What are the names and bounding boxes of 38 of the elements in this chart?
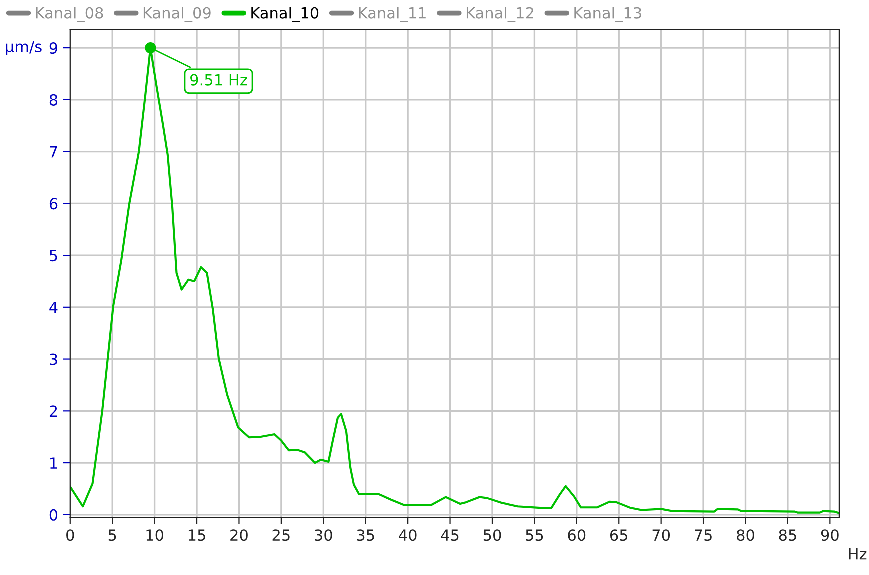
x-tick-label: 60	[568, 530, 586, 542]
x-tick-label: 40	[399, 530, 417, 542]
y-tick-label: 9	[50, 42, 58, 54]
y-tick-label: 8	[50, 94, 58, 106]
x-tick-label: 90	[821, 530, 839, 542]
legend-label: Kanal_08	[36, 7, 104, 22]
legend-label: Kanal_10	[252, 7, 319, 22]
x-tick-label: 75	[695, 530, 712, 542]
legend-label: Kanal_11	[359, 7, 426, 22]
x-tick-label: 35	[357, 530, 374, 542]
x-tick-label: 80	[737, 530, 754, 542]
y-tick-label: 5	[50, 250, 58, 262]
y-tick-label: 3	[50, 354, 58, 366]
x-tick-label: 70	[652, 530, 670, 542]
y-tick-label: 7	[50, 146, 58, 158]
x-tick-label: 45	[441, 530, 459, 542]
x-tick-label: 50	[484, 530, 502, 542]
y-tick-label: 2	[50, 406, 58, 417]
x-tick-label: 30	[315, 530, 332, 542]
x-tick-label: 65	[610, 530, 628, 542]
x-tick-label: 55	[526, 530, 544, 542]
x-tick-label: 15	[188, 530, 206, 542]
annotation: 9.51 Hz	[190, 74, 248, 86]
x-axis-title: Hz	[849, 548, 867, 560]
x-tick-label: 0	[66, 530, 74, 542]
x-tick-label: 25	[272, 530, 290, 542]
y-tick-label: 4	[50, 302, 58, 314]
x-tick-label: 20	[230, 530, 248, 542]
y-tick-label: 6	[50, 198, 58, 210]
legend-label: Kanal_09	[144, 7, 211, 22]
x-tick-label: 85	[779, 530, 796, 542]
y-axis-title: µm/s	[6, 41, 42, 56]
legend-label: Kanal_13	[574, 7, 642, 22]
y-tick-label: 0	[50, 509, 58, 521]
y-tick-label: 1	[50, 458, 58, 469]
x-tick-label: 5	[108, 530, 116, 542]
x-tick-label: 10	[146, 530, 164, 542]
legend-label: Kanal_12	[466, 7, 534, 22]
